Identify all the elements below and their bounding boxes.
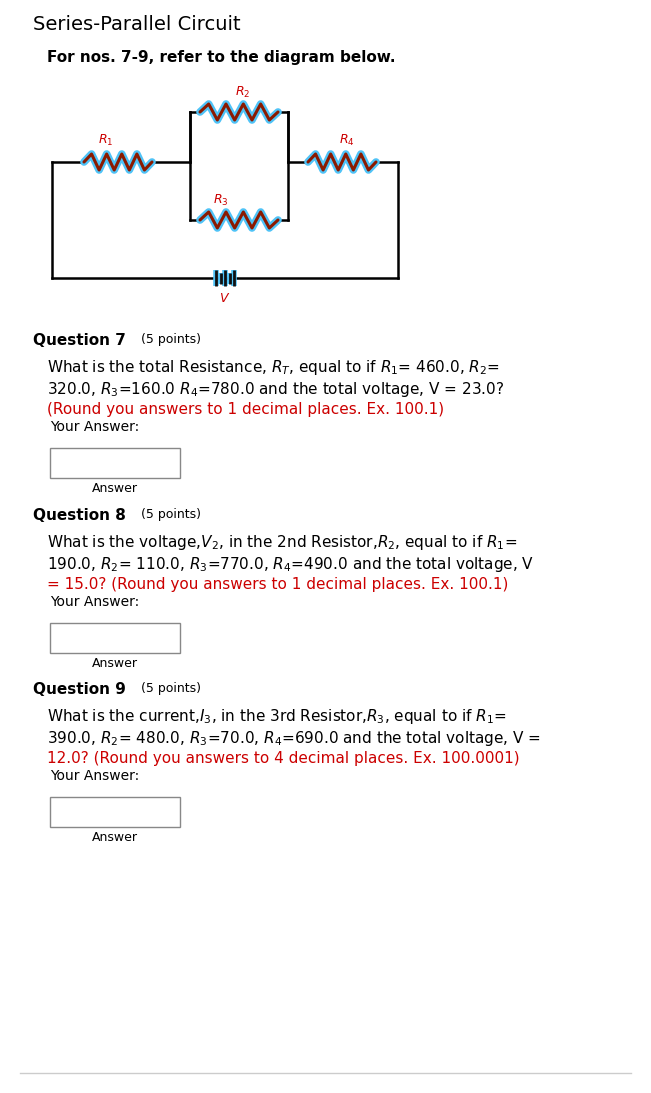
- Text: $V$: $V$: [219, 292, 230, 305]
- Text: (5 points): (5 points): [137, 333, 201, 346]
- Text: (5 points): (5 points): [137, 682, 201, 695]
- Text: 390.0, $\it{R_2}$= 480.0, $\it{R_3}$=70.0, $\it{R_4}$=690.0 and the total voltag: 390.0, $\it{R_2}$= 480.0, $\it{R_3}$=70.…: [47, 729, 541, 748]
- Text: Question 9: Question 9: [33, 682, 126, 697]
- Text: 190.0, $\it{R_2}$= 110.0, $\it{R_3}$=770.0, $\it{R_4}$=490.0 and the total volta: 190.0, $\it{R_2}$= 110.0, $\it{R_3}$=770…: [47, 555, 534, 574]
- Text: What is the voltage,$\it{V_2}$, in the 2nd Resistor,$\it{R_2}$, equal to if $\it: What is the voltage,$\it{V_2}$, in the 2…: [47, 533, 518, 552]
- Text: (5 points): (5 points): [137, 508, 201, 521]
- Text: Answer: Answer: [92, 831, 138, 844]
- Text: $R_4$: $R_4$: [339, 133, 355, 148]
- Text: For nos. 7-9, refer to the diagram below.: For nos. 7-9, refer to the diagram below…: [47, 50, 396, 64]
- Text: $R_3$: $R_3$: [214, 192, 229, 208]
- FancyBboxPatch shape: [50, 797, 180, 827]
- Text: Your Answer:: Your Answer:: [50, 595, 139, 609]
- Text: What is the current,$\it{I_3}$, in the 3rd Resistor,$\it{R_3}$, equal to if $\it: What is the current,$\it{I_3}$, in the 3…: [47, 707, 506, 726]
- Text: $R_2$: $R_2$: [236, 85, 251, 99]
- Text: 320.0, $\it{R_3}$=160.0 $\it{R_4}$=780.0 and the total voltage, V = 23.0?: 320.0, $\it{R_3}$=160.0 $\it{R_4}$=780.0…: [47, 380, 505, 399]
- Text: $R_1$: $R_1$: [98, 133, 114, 148]
- Text: Answer: Answer: [92, 482, 138, 495]
- Text: Question 8: Question 8: [33, 508, 126, 522]
- Text: Series-Parallel Circuit: Series-Parallel Circuit: [33, 15, 241, 34]
- Text: Question 7: Question 7: [33, 333, 126, 348]
- Text: 12.0? (Round you answers to 4 decimal places. Ex. 100.0001): 12.0? (Round you answers to 4 decimal pl…: [47, 751, 519, 766]
- Text: = 15.0? (Round you answers to 1 decimal places. Ex. 100.1): = 15.0? (Round you answers to 1 decimal …: [47, 577, 508, 592]
- Text: (Round you answers to 1 decimal places. Ex. 100.1): (Round you answers to 1 decimal places. …: [47, 402, 444, 418]
- Text: Your Answer:: Your Answer:: [50, 769, 139, 783]
- Text: Answer: Answer: [92, 657, 138, 670]
- FancyBboxPatch shape: [50, 623, 180, 653]
- Text: What is the total Resistance, $\it{R_T}$, equal to if $\it{R_1}$= 460.0, $\it{R_: What is the total Resistance, $\it{R_T}$…: [47, 359, 500, 377]
- FancyBboxPatch shape: [50, 448, 180, 478]
- Text: Your Answer:: Your Answer:: [50, 420, 139, 434]
